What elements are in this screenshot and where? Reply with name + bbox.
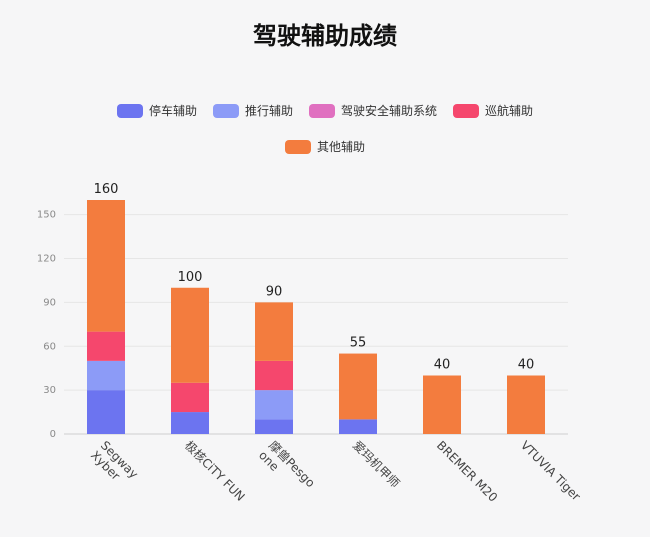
bar-total-label: 160 — [94, 182, 119, 197]
bar-total-label: 40 — [434, 358, 451, 373]
bar-segment[interactable] — [171, 287, 209, 383]
y-tick-label: 120 — [37, 254, 56, 265]
bar-segment[interactable] — [171, 412, 209, 434]
legend-swatch-cruise — [453, 103, 480, 118]
bar-segment[interactable] — [87, 200, 125, 332]
x-tick-label: 摩兽Pesgoone — [256, 438, 319, 501]
y-tick-label: 150 — [37, 210, 56, 221]
legend-item-cruise[interactable]: 巡航辅助 — [453, 102, 533, 119]
x-tick-label: VTUVIA Tiger — [518, 438, 583, 503]
bar-total-label: 55 — [350, 336, 367, 351]
bar-segment[interactable] — [423, 375, 461, 435]
bar-segment[interactable] — [87, 360, 125, 391]
bar-segment[interactable] — [339, 419, 377, 434]
bar-segment[interactable] — [255, 419, 293, 434]
bar-segment[interactable] — [255, 360, 293, 391]
bar-total-label: 40 — [518, 358, 535, 373]
y-tick-label: 90 — [43, 297, 56, 308]
bar-segment[interactable] — [171, 382, 209, 413]
bar-segment[interactable] — [507, 375, 545, 435]
legend-swatch-push — [212, 103, 239, 118]
bar-segment[interactable] — [339, 353, 377, 420]
legend-label-parking: 停车辅助 — [148, 104, 197, 118]
x-tick-label: 极核CiTY FUN — [182, 438, 248, 504]
legend-swatch-parking — [116, 103, 143, 118]
legend-label-safety: 驾驶安全辅助系统 — [341, 104, 438, 118]
legend-label-push: 推行辅助 — [244, 104, 293, 118]
bar-segment[interactable] — [87, 331, 125, 361]
x-tick-label: SegwayXyber — [88, 438, 141, 491]
legend-row-2: 其他辅助 — [0, 138, 650, 155]
legend-item-push[interactable]: 推行辅助 — [212, 102, 293, 119]
legend-item-safety[interactable]: 驾驶安全辅助系统 — [309, 102, 437, 119]
x-tick-label: 爱玛机甲师 — [350, 438, 402, 490]
legend-swatch-other — [284, 139, 311, 154]
chart-title: 驾驶辅助成绩 — [253, 22, 397, 50]
y-tick-label: 60 — [43, 341, 56, 352]
bar-segment[interactable] — [87, 390, 125, 434]
legend-label-other: 其他辅助 — [316, 140, 365, 154]
legend-swatch-safety — [309, 103, 335, 118]
legend-row-1: 停车辅助 推行辅助 驾驶安全辅助系统 巡航辅助 — [0, 102, 650, 119]
legend-label-cruise: 巡航辅助 — [485, 104, 534, 118]
legend-item-parking[interactable]: 停车辅助 — [116, 102, 197, 119]
bar-segment[interactable] — [255, 390, 293, 420]
y-tick-label: 0 — [50, 429, 56, 440]
x-tick-label: BREMER M20 — [434, 438, 500, 504]
legend-item-other[interactable]: 其他辅助 — [284, 138, 365, 155]
bar-total-label: 90 — [266, 284, 283, 299]
y-tick-label: 30 — [43, 385, 56, 396]
bar-segment[interactable] — [255, 302, 293, 361]
bar-total-label: 100 — [178, 270, 203, 285]
